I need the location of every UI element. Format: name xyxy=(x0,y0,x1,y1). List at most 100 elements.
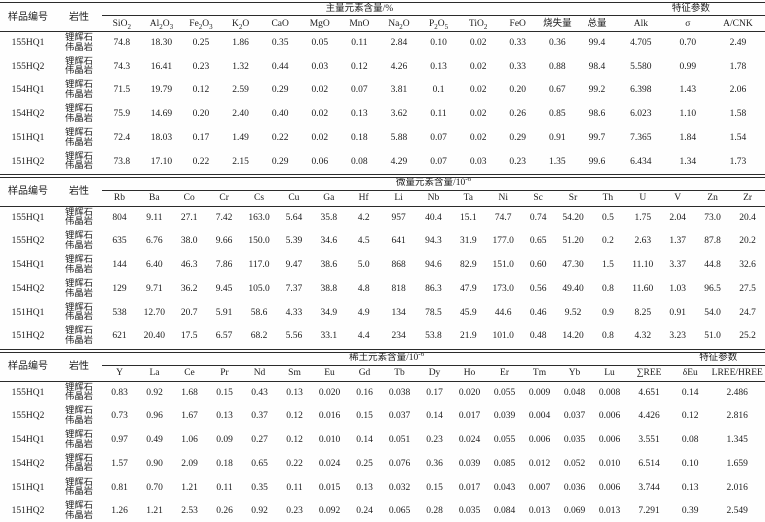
value-cell: 0.07 xyxy=(430,156,447,167)
trace-elements-group-header: 微量元素含量/10-6 xyxy=(102,177,765,191)
value-cell: 0.18 xyxy=(216,458,233,469)
table-row: 151HQ2 锂辉石 伟晶岩 1.26 1.21 2.53 0.26 0.92 0.23 0.09… xyxy=(0,500,765,522)
value-cell: 4.33 xyxy=(285,307,303,318)
value-cell: 1.67 xyxy=(181,411,198,422)
sample-id: 151HQ1 xyxy=(11,482,45,493)
sample-id-column-header: 样品编号 xyxy=(0,2,56,32)
table-row: 155HQ1 锂辉石 伟晶岩 74.8 18.30 0.25 1.86 0.35 0.05 0.1… xyxy=(0,32,765,56)
value-cell: 0.70 xyxy=(146,482,163,493)
value-cell: 0.048 xyxy=(563,387,586,398)
value-cell: 1.68 xyxy=(181,387,198,398)
value-cell: 5.88 xyxy=(390,133,408,144)
value-cell: 151.0 xyxy=(492,260,514,271)
value-cell: 74.7 xyxy=(494,212,512,223)
value-cell: 538 xyxy=(112,307,127,318)
column-header: Alk xyxy=(616,15,665,32)
value-cell: 7.291 xyxy=(638,506,660,517)
value-cell: 0.92 xyxy=(146,387,163,398)
value-cell: 14.20 xyxy=(562,331,584,342)
value-cell: 0.043 xyxy=(493,482,516,493)
value-cell: 129 xyxy=(112,284,127,295)
value-cell: 0.40 xyxy=(271,109,289,120)
value-cell: 1.78 xyxy=(729,61,747,72)
column-header: MgO xyxy=(299,15,340,32)
value-cell: 0.28 xyxy=(426,506,443,517)
value-cell: 74.3 xyxy=(113,61,131,72)
value-cell: 0.055 xyxy=(493,387,516,398)
value-cell: 0.13 xyxy=(430,61,447,72)
column-header: Hf xyxy=(346,190,382,207)
value-cell: 2.06 xyxy=(729,85,747,96)
value-cell: 0.48 xyxy=(529,331,547,342)
value-cell: 0.2 xyxy=(601,236,614,247)
value-cell: 0.036 xyxy=(563,482,586,493)
value-cell: 5.580 xyxy=(630,61,652,72)
value-cell: 73.8 xyxy=(113,156,131,167)
value-cell: 0.65 xyxy=(251,458,268,469)
value-cell: 0.02 xyxy=(469,109,487,120)
value-cell: 99.7 xyxy=(588,133,606,144)
value-cell: 0.006 xyxy=(598,435,621,446)
sample-id: 151HQ1 xyxy=(11,133,45,144)
value-cell: 0.085 xyxy=(493,458,516,469)
value-cell: 1.58 xyxy=(729,109,747,120)
value-cell: 0.010 xyxy=(318,435,341,446)
value-cell: 0.006 xyxy=(598,482,621,493)
lithology: 锂辉石 伟晶岩 xyxy=(65,501,93,521)
value-cell: 4.8 xyxy=(357,284,370,295)
value-cell: 0.052 xyxy=(563,458,586,469)
value-cell: 0.065 xyxy=(388,506,411,517)
sample-id: 155HQ2 xyxy=(11,61,45,72)
value-cell: 58.6 xyxy=(250,307,268,318)
sample-id: 151HQ2 xyxy=(11,331,45,342)
value-cell: 0.02 xyxy=(311,109,329,120)
value-cell: 2.816 xyxy=(726,411,748,422)
value-cell: 0.076 xyxy=(388,458,411,469)
value-cell: 0.024 xyxy=(458,435,481,446)
value-cell: 0.024 xyxy=(318,458,341,469)
value-cell: 0.020 xyxy=(318,387,341,398)
column-header: 烧失量 xyxy=(537,15,578,32)
value-cell: 0.035 xyxy=(458,506,481,517)
value-cell: 73.0 xyxy=(704,212,721,223)
value-cell: 20.7 xyxy=(180,307,198,318)
value-cell: 0.012 xyxy=(528,458,551,469)
column-header: Ga xyxy=(311,190,347,207)
value-cell: 0.084 xyxy=(493,506,516,517)
value-cell: 98.4 xyxy=(588,61,606,72)
value-cell: 177.0 xyxy=(492,236,514,247)
value-cell: 86.3 xyxy=(425,284,442,295)
value-cell: 38.6 xyxy=(320,260,338,271)
column-header: Eu xyxy=(312,365,347,382)
value-cell: 78.5 xyxy=(425,307,442,318)
value-cell: 0.39 xyxy=(681,506,699,517)
value-cell: 1.49 xyxy=(232,133,249,144)
column-header: Ba xyxy=(136,190,172,207)
column-header: Li xyxy=(381,190,417,207)
value-cell: 9.66 xyxy=(215,236,233,247)
sample-id: 155HQ1 xyxy=(11,387,45,398)
rare-earth-elements-group-header: 稀土元素含量/10-6 xyxy=(102,352,672,366)
column-header: Tm xyxy=(522,365,557,382)
lithology-column-header: 岩性 xyxy=(56,2,102,32)
value-cell: 0.11 xyxy=(216,482,233,493)
lithology: 锂辉石 伟晶岩 xyxy=(65,326,93,346)
value-cell: 12.70 xyxy=(143,307,166,318)
column-header: Sr xyxy=(555,190,591,207)
major-elements-table: 样品编号 岩性 主量元素含量/% 特征参数 SiO2 Al2O3 Fe2O3 K2O CaO Mg… xyxy=(0,2,765,175)
value-cell: 0.35 xyxy=(271,38,289,49)
value-cell: 0.14 xyxy=(426,411,443,422)
value-cell: 6.76 xyxy=(146,236,163,247)
column-header: σ xyxy=(664,15,711,32)
value-cell: 0.035 xyxy=(563,435,586,446)
ree-table: 样品编号 岩性 稀土元素含量/10-6 特征参数 Y La Ce Pr Nd Sm Eu Gd Tb Dy… xyxy=(0,351,765,522)
value-cell: 6.57 xyxy=(215,331,233,342)
value-cell: 0.85 xyxy=(549,109,566,120)
value-cell: 0.37 xyxy=(251,411,268,422)
value-cell: 1.21 xyxy=(146,506,163,517)
value-cell: 2.549 xyxy=(726,506,748,517)
value-cell: 5.91 xyxy=(215,307,233,318)
value-cell: 0.73 xyxy=(111,411,128,422)
value-cell: 3.551 xyxy=(638,435,660,446)
rare-earth-elements-group-header: 特征参数 xyxy=(671,352,765,366)
